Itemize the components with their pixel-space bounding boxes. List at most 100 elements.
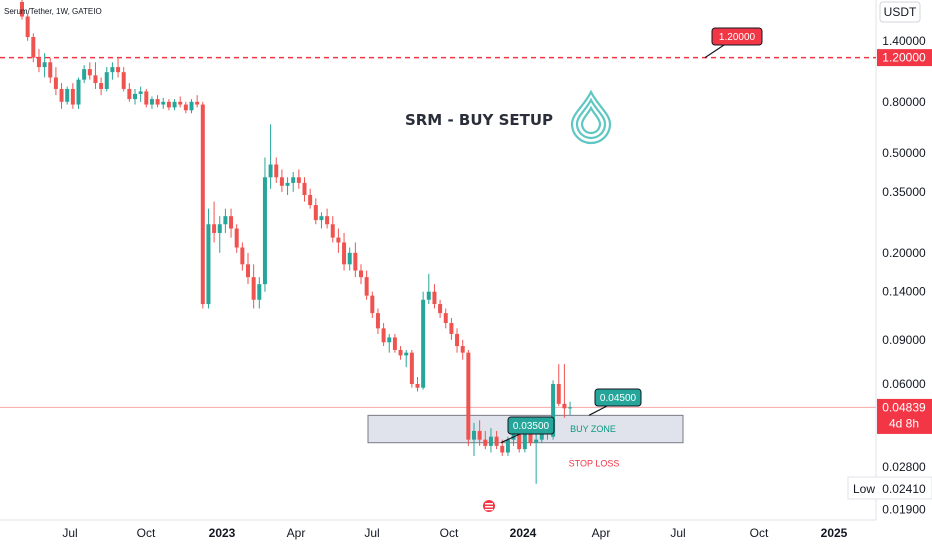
candle-body[interactable] (449, 323, 454, 334)
candle-body[interactable] (488, 436, 493, 446)
candle-body[interactable] (551, 384, 556, 437)
candle-body[interactable] (500, 445, 505, 453)
candle-body[interactable] (93, 75, 98, 84)
candle-body[interactable] (229, 216, 234, 229)
candle-body[interactable] (302, 182, 307, 196)
candle-body[interactable] (195, 101, 200, 105)
candle-body[interactable] (381, 328, 386, 343)
candle-body[interactable] (127, 88, 132, 100)
candle-body[interactable] (387, 337, 392, 343)
lower-entry-callout[interactable]: 0.03500 (500, 416, 555, 444)
upper-entry-callout[interactable]: 0.04500 (588, 388, 642, 416)
candle-body[interactable] (528, 430, 533, 443)
candle-body[interactable] (370, 295, 375, 314)
candle-body[interactable] (36, 57, 41, 68)
candle-body[interactable] (76, 79, 81, 105)
candle-body[interactable] (223, 216, 228, 225)
candle-body[interactable] (505, 439, 510, 453)
candle-body[interactable] (426, 291, 431, 300)
candle-body[interactable] (212, 224, 217, 233)
candle-body[interactable] (257, 284, 262, 300)
candle-body[interactable] (116, 67, 121, 73)
candle-body[interactable] (353, 252, 358, 271)
candle-body[interactable] (443, 313, 448, 324)
candle-body[interactable] (246, 264, 250, 278)
candle-body[interactable] (20, 1, 24, 17)
candle-body[interactable] (42, 62, 47, 68)
candle-body[interactable] (53, 77, 58, 89)
candle-body[interactable] (556, 384, 561, 404)
candle-body[interactable] (432, 291, 437, 305)
candle-body[interactable] (438, 304, 443, 314)
candle-body[interactable] (268, 164, 273, 178)
candle-body[interactable] (25, 16, 30, 38)
candle-body[interactable] (319, 216, 324, 221)
candle-body[interactable] (178, 101, 183, 105)
candle-body[interactable] (172, 101, 177, 108)
candle-body[interactable] (291, 177, 296, 183)
candle-body[interactable] (313, 205, 318, 221)
candle-body[interactable] (330, 224, 335, 238)
candle-body[interactable] (144, 91, 149, 105)
candle-body[interactable] (460, 346, 465, 353)
candle-body[interactable] (206, 224, 211, 305)
target-callout[interactable]: 1.20000 (704, 27, 763, 59)
candle-body[interactable] (200, 104, 205, 305)
candle-body[interactable] (308, 195, 313, 206)
candle-body[interactable] (522, 430, 527, 450)
candle-body[interactable] (155, 99, 160, 105)
candle-body[interactable] (342, 242, 347, 265)
event-flag-icon[interactable] (483, 500, 495, 512)
candle-body[interactable] (161, 101, 166, 105)
candle-body[interactable] (217, 224, 222, 233)
candle-body[interactable] (59, 88, 64, 102)
candle-body[interactable] (262, 177, 267, 285)
candle-body[interactable] (421, 299, 426, 388)
candle-body[interactable] (494, 436, 499, 446)
candle-body[interactable] (70, 88, 75, 105)
candle-body[interactable] (409, 352, 414, 384)
candle-body[interactable] (31, 37, 36, 58)
candle-body[interactable] (189, 101, 194, 111)
candle-body[interactable] (347, 252, 352, 265)
symbol-label[interactable]: Serum/Tether, 1W, GATEIO (4, 7, 102, 16)
candle-body[interactable] (517, 433, 522, 450)
candle-body[interactable] (568, 407, 573, 409)
candle-body[interactable] (110, 67, 115, 73)
currency-box[interactable] (879, 1, 921, 23)
candle-body[interactable] (279, 177, 284, 186)
candle-body[interactable] (483, 439, 488, 446)
candle-body[interactable] (325, 216, 330, 225)
candle-body[interactable] (285, 182, 290, 186)
candle-body[interactable] (472, 430, 476, 440)
candle-body[interactable] (539, 433, 544, 440)
candle-body[interactable] (99, 83, 104, 89)
candle-body[interactable] (296, 177, 301, 183)
candle-body[interactable] (149, 99, 154, 105)
candle-body[interactable] (455, 333, 460, 347)
candle-body[interactable] (65, 88, 70, 102)
candle-body[interactable] (104, 72, 109, 89)
candle-body[interactable] (466, 352, 471, 440)
candle-body[interactable] (359, 270, 363, 278)
candle-body[interactable] (534, 439, 539, 443)
candle-body[interactable] (274, 164, 279, 178)
candle-body[interactable] (234, 228, 239, 248)
candle-body[interactable] (364, 277, 369, 296)
candle-body[interactable] (392, 337, 397, 350)
candle-body[interactable] (562, 403, 567, 409)
candle-body[interactable] (166, 101, 171, 108)
price-axis-panel[interactable] (877, 0, 932, 520)
candle-body[interactable] (251, 277, 256, 300)
candle-body[interactable] (240, 247, 245, 265)
candle-body[interactable] (133, 93, 137, 100)
candle-body[interactable] (415, 384, 420, 388)
candle-body[interactable] (398, 349, 403, 356)
candle-body[interactable] (404, 352, 409, 356)
candle-body[interactable] (336, 237, 341, 243)
candle-body[interactable] (477, 430, 482, 440)
candle-body[interactable] (138, 91, 143, 94)
candle-body[interactable] (183, 104, 188, 111)
candle-body[interactable] (121, 72, 126, 89)
